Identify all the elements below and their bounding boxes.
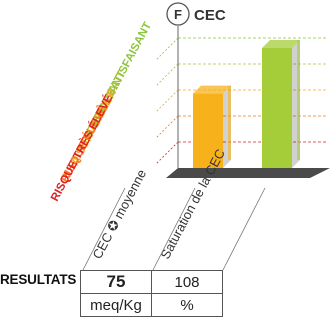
gridline-depth <box>155 63 179 87</box>
cec-unit: meq/Kg <box>80 293 152 317</box>
bar-top <box>262 40 300 48</box>
results-units-row: meq/Kg % <box>80 293 223 317</box>
results-label: RESULTATS <box>0 272 77 287</box>
category-text: Saturation de la CEC <box>157 147 228 262</box>
category-labels: CEC ✪ moyenne Saturation de la CEC <box>82 147 266 271</box>
category-divider <box>82 187 126 271</box>
chart-title: CEC <box>194 7 226 24</box>
gridline-depth <box>155 115 179 139</box>
category-divider <box>152 187 196 271</box>
chart-bars <box>193 40 300 168</box>
bar-front <box>262 48 292 168</box>
chart-header: F CEC <box>166 2 226 26</box>
badge-circle <box>166 2 190 26</box>
category-label: Saturation de la CEC <box>157 147 228 262</box>
bar-top <box>193 85 231 94</box>
category-text: CEC ✪ moyenne <box>89 167 149 261</box>
category-divider <box>222 187 266 271</box>
results-values-row: 75 108 <box>80 270 223 294</box>
gridline-depth <box>155 89 179 113</box>
bar-shade <box>228 85 231 160</box>
chart-floor <box>166 168 330 178</box>
bar-shade <box>297 40 300 160</box>
results-table: 75 108 meq/Kg % <box>80 270 223 317</box>
saturation-unit: % <box>151 293 223 317</box>
bar-front <box>193 93 223 168</box>
category-label: CEC ✪ moyenne <box>89 167 149 261</box>
chart-floor-plane <box>166 168 330 178</box>
chart-gridlines <box>155 37 328 165</box>
gridline-depth <box>155 37 179 61</box>
cec-value: 75 <box>80 270 152 294</box>
gridline-depth <box>155 141 179 165</box>
saturation-value: 108 <box>151 270 223 294</box>
level-label: RISQUE TRÈS ÉLEVÉ <box>48 92 115 203</box>
badge-letter: F <box>174 7 182 22</box>
